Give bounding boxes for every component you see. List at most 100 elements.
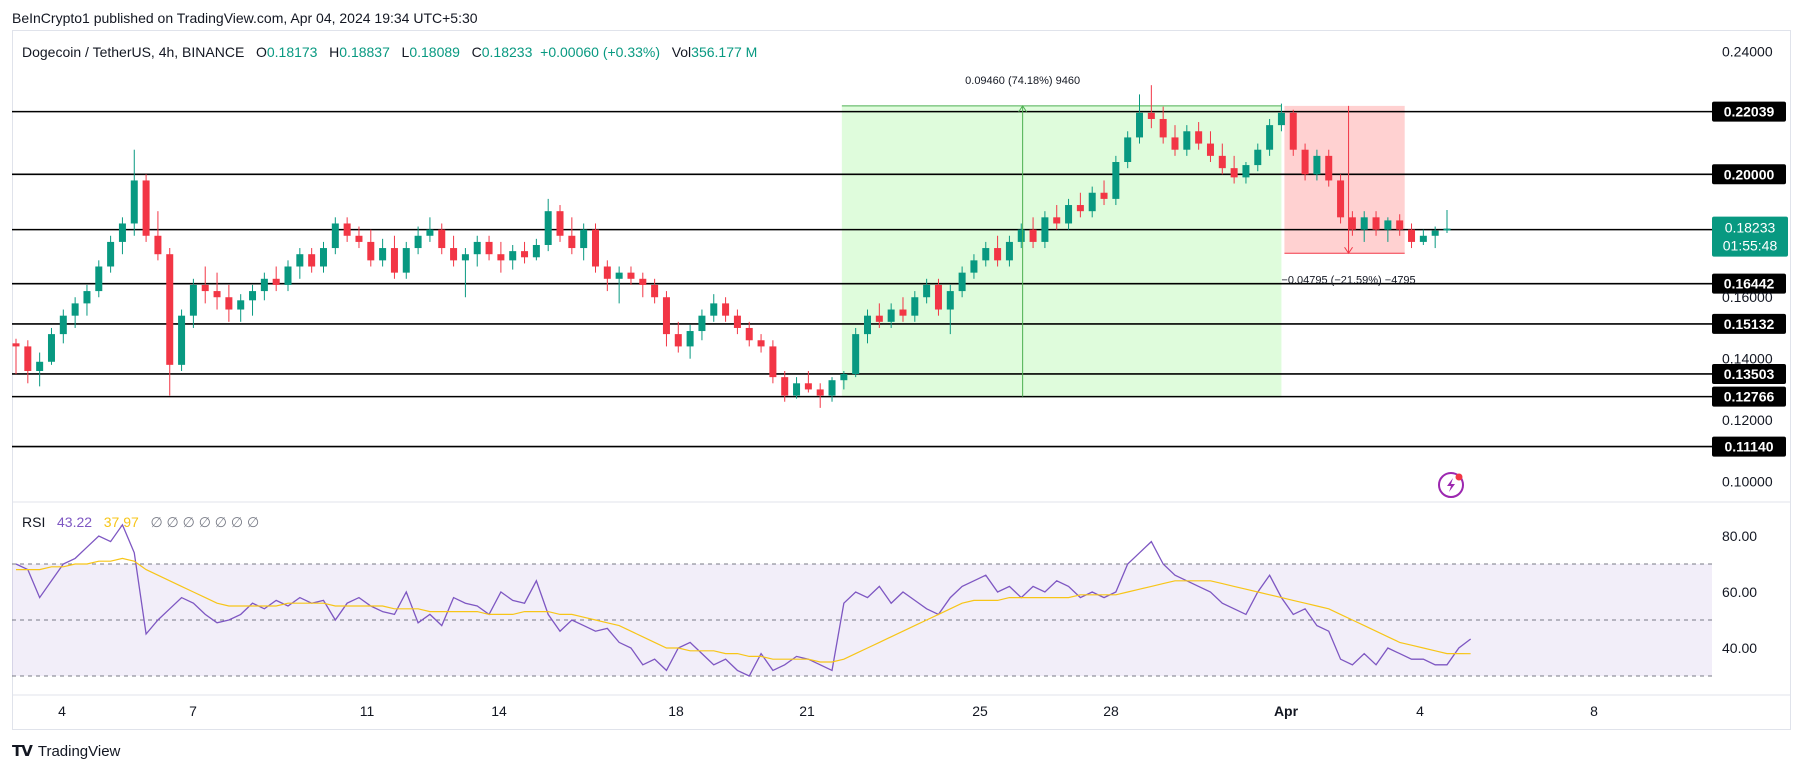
candle xyxy=(319,241,327,273)
candle xyxy=(47,327,55,365)
rsi-ma-line xyxy=(16,557,1471,663)
candle-body xyxy=(923,284,931,298)
candle-body xyxy=(461,254,469,261)
x-tick-label: 14 xyxy=(491,703,507,719)
candle-body xyxy=(1159,118,1167,138)
candle-body xyxy=(1005,241,1013,261)
candle-body xyxy=(651,284,659,298)
candle-body xyxy=(284,266,292,285)
candle-body xyxy=(1112,162,1120,199)
candle-body xyxy=(1017,229,1025,242)
measure-up-arrow xyxy=(1018,104,1028,113)
level-price-tag xyxy=(1712,101,1786,122)
candle-body xyxy=(1218,155,1226,169)
lightning-icon[interactable] xyxy=(1438,472,1464,498)
candle-body xyxy=(1136,112,1144,138)
candle xyxy=(1076,192,1084,218)
candle-body xyxy=(130,180,138,224)
rsi-tick-label: 60.00 xyxy=(1722,584,1757,600)
candle-body xyxy=(674,334,682,347)
candle xyxy=(36,352,44,387)
open-value: 0.18173 xyxy=(266,44,318,60)
symbol-legend: Dogecoin / TetherUS, 4h, BINANCE O0.1817… xyxy=(22,44,757,60)
candle-body xyxy=(804,383,812,390)
candle xyxy=(12,338,20,375)
current-price-tag xyxy=(1712,216,1788,257)
candle-body xyxy=(485,241,493,255)
candle xyxy=(331,217,339,255)
volume-value: 356.177 M xyxy=(691,44,758,60)
candle-body xyxy=(1206,143,1214,156)
open-label: O xyxy=(255,44,267,60)
candle xyxy=(1100,180,1108,206)
level-price-tag xyxy=(1712,164,1786,185)
candle xyxy=(166,248,174,396)
candle xyxy=(473,235,481,267)
rsi-label[interactable]: RSI xyxy=(22,514,46,530)
candle-body xyxy=(580,229,588,249)
rsi-tick-label: 40.00 xyxy=(1722,640,1757,656)
candle xyxy=(497,241,505,273)
candle xyxy=(402,241,410,279)
candle xyxy=(544,198,552,252)
candle-body xyxy=(1360,217,1368,230)
candle xyxy=(1301,143,1309,181)
candle xyxy=(852,327,860,378)
candle-body xyxy=(864,315,872,335)
candle xyxy=(189,278,197,328)
level-price-label: 0.15132 xyxy=(1724,316,1775,332)
candle xyxy=(390,235,398,279)
candle-body xyxy=(355,235,363,242)
candle xyxy=(272,266,280,292)
candle-body xyxy=(1029,229,1037,242)
candle xyxy=(1443,210,1451,234)
candle xyxy=(1183,125,1191,156)
candle xyxy=(1277,103,1285,132)
candle-body xyxy=(934,284,942,310)
candle-body xyxy=(509,251,517,261)
candle xyxy=(59,309,67,344)
candle xyxy=(828,377,836,402)
measure-up-label: 0.09460 (74.18%) 9460 xyxy=(965,75,1080,87)
candle-body xyxy=(769,346,777,378)
candle-body xyxy=(698,315,706,332)
candle-body xyxy=(1443,228,1451,231)
candle xyxy=(769,340,777,384)
candle-body xyxy=(1372,217,1380,230)
candle-body xyxy=(1183,131,1191,150)
candle xyxy=(1360,211,1368,242)
candle-body xyxy=(639,278,647,285)
candle-body xyxy=(603,266,611,279)
x-tick-label: 7 xyxy=(189,703,197,719)
candle xyxy=(461,248,469,298)
high-value: 0.18837 xyxy=(339,44,390,60)
y-tick-label: 0.24000 xyxy=(1722,43,1773,59)
y-tick-label: 0.16000 xyxy=(1722,289,1773,305)
candle-body xyxy=(627,272,635,279)
candle-body xyxy=(521,251,529,258)
candle-body xyxy=(840,374,848,381)
candle xyxy=(840,370,848,390)
candle-body xyxy=(1088,192,1096,212)
candle xyxy=(83,284,91,316)
candle-body xyxy=(59,315,67,335)
candle xyxy=(781,370,789,402)
tradingview-logo[interactable]: 𝗧𝗩 TradingView xyxy=(12,742,120,761)
x-tick-label: 21 xyxy=(799,703,815,719)
candle-body xyxy=(426,229,434,236)
candle-body xyxy=(1053,217,1061,224)
candle xyxy=(1147,85,1155,129)
candle-body xyxy=(201,284,209,292)
y-tick-label: 0.10000 xyxy=(1722,474,1773,490)
candle xyxy=(521,241,529,264)
candle-body xyxy=(107,241,115,267)
candle-body xyxy=(899,309,907,316)
candle-body xyxy=(722,303,730,316)
candle xyxy=(1053,205,1061,230)
candle-body xyxy=(154,235,162,255)
candle xyxy=(958,266,966,298)
level-price-label: 0.12766 xyxy=(1724,389,1775,405)
candle xyxy=(1313,149,1321,181)
symbol-name[interactable]: Dogecoin / TetherUS, 4h, BINANCE xyxy=(22,44,245,60)
